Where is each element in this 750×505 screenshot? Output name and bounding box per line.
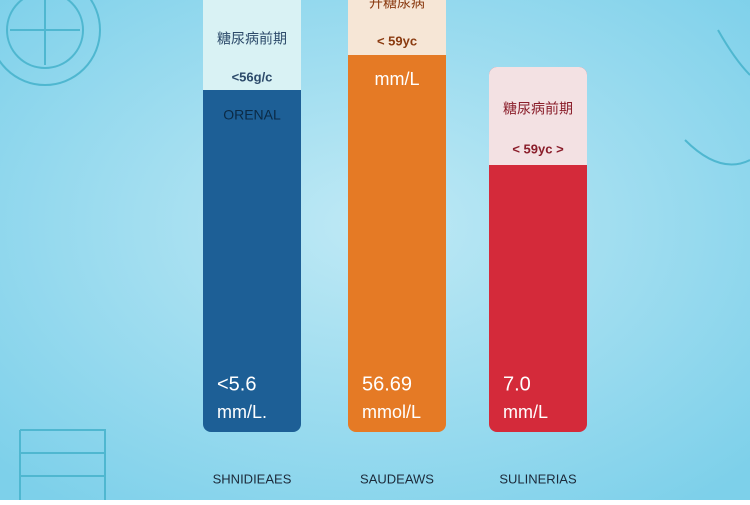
unit: mm/L. <box>217 402 267 422</box>
range: < 59yc <box>377 33 417 48</box>
value: <5.6 <box>217 373 256 395</box>
header: 糖尿病前期 <box>503 101 573 117</box>
bar <box>203 0 301 432</box>
header: 开糖尿病 <box>369 0 425 11</box>
unit: mm/L <box>503 402 548 422</box>
bar-header-fill <box>203 80 301 90</box>
range: < 59yc > <box>512 141 564 156</box>
bar-header <box>203 0 301 90</box>
bar-header-fill <box>348 45 446 55</box>
label: SAUDEAWS <box>360 471 434 486</box>
header: 糖尿病前期 <box>217 31 287 47</box>
bar-header-fill <box>489 155 587 165</box>
caption: ORENAL <box>223 107 281 123</box>
caption: mm/L <box>375 69 420 89</box>
value: 56.69 <box>362 373 412 395</box>
value: 7.0 <box>503 373 531 395</box>
range: <56g/c <box>232 69 273 84</box>
bar-header <box>348 0 446 55</box>
label: SULINERIAS <box>499 471 577 486</box>
label: SHNIDIEAES <box>213 471 292 486</box>
unit: mmol/L <box>362 402 421 422</box>
bar <box>348 0 446 432</box>
bar-header <box>489 67 587 165</box>
